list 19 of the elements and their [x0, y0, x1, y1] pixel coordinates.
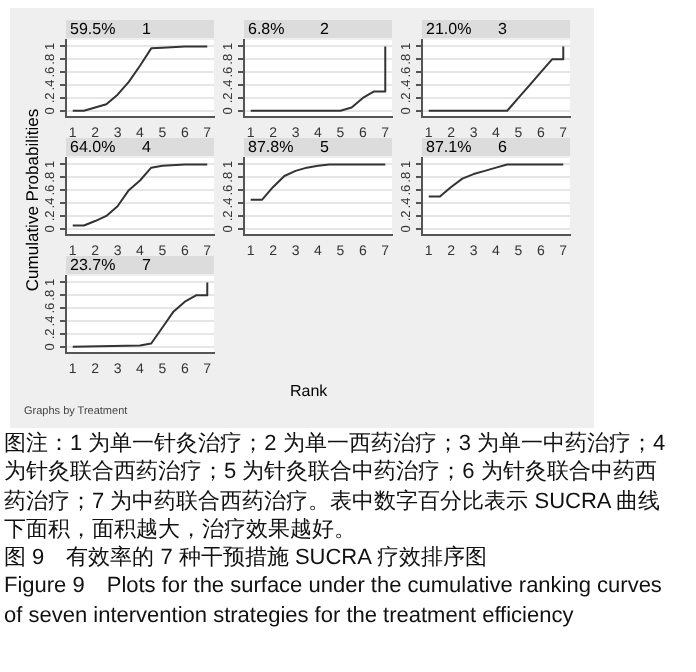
chart-title: 5 [320, 138, 329, 156]
caption: 图 9 有效率的 7 种干预措施 SUCRA 疗效排序图 [4, 544, 489, 573]
text: 图注：1 为单一针灸治疗；2 为单一西药治疗；3 为单一中药治疗；4 为针灸联合西药治疗；5 为针灸联合中药治疗；6 为针灸联合中药西药治疗；7 为中药联合西药治疗。表中数字百分比表示 SUCRA 曲线下面积，面积越大，治疗效果越好。 [4, 430, 668, 545]
chart-title: 2 [320, 20, 329, 38]
chart-subtitle: 64.0% [70, 138, 116, 156]
chart-title: 1 [142, 20, 151, 38]
chart-title: 7 [142, 256, 151, 274]
chart-title: 6 [498, 138, 507, 156]
chart-subtitle: 59.5% [70, 20, 116, 38]
chart-title: 3 [498, 20, 507, 38]
chart-subtitle: 6.8% [248, 20, 285, 38]
chart-title: 4 [142, 138, 151, 156]
chart-subtitle: 21.0% [426, 20, 472, 38]
text: Rank [290, 382, 328, 400]
chart-subtitle: 87.8% [248, 138, 294, 156]
chart-subtitle: 23.7% [70, 256, 116, 274]
chart-subtitle: 87.1% [426, 138, 472, 156]
caption: Figure 9 Plots for the surface under the cumulative ranking curves of seven intervention strategies for the treatment efficiency [4, 572, 664, 631]
text: Cumulative Probabilities [22, 106, 42, 296]
